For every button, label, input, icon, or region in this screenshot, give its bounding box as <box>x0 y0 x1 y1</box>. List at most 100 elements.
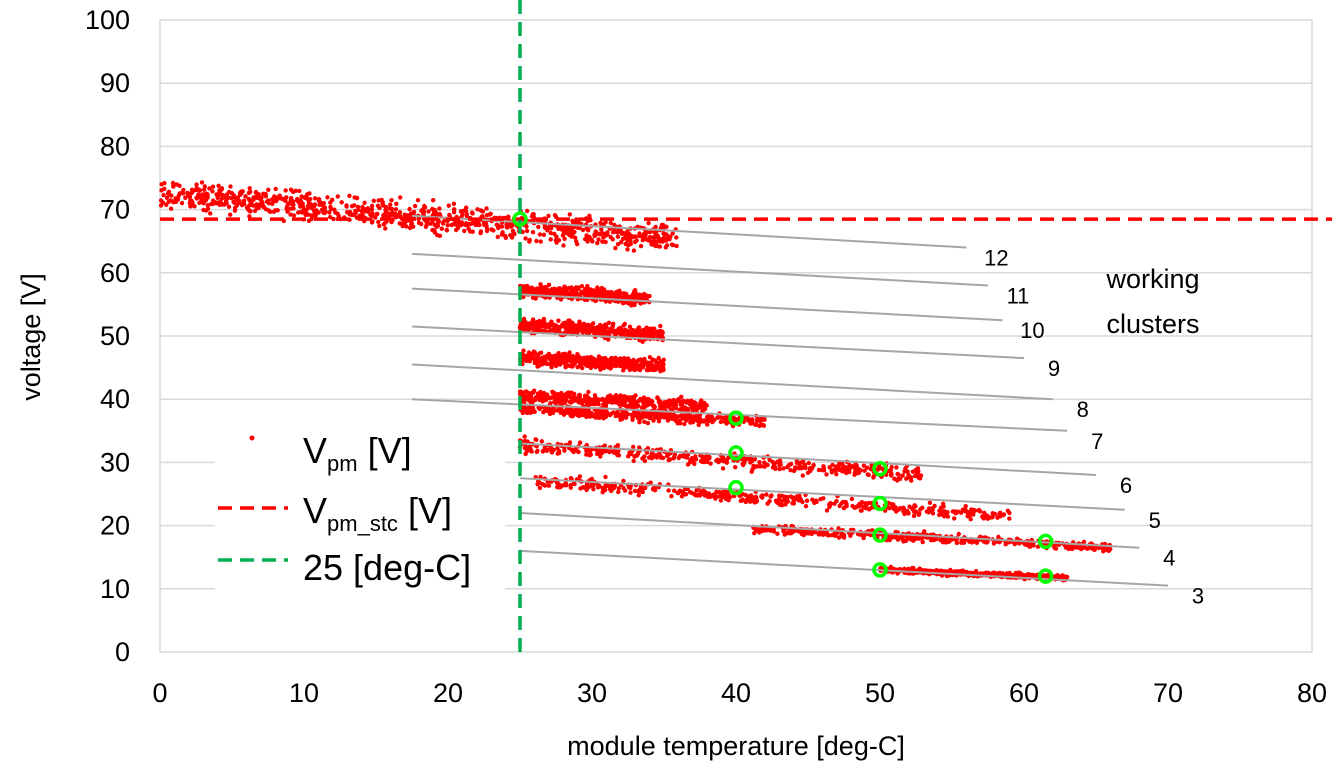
data-point <box>858 508 864 513</box>
data-point <box>247 198 253 203</box>
data-point <box>253 189 259 195</box>
data-point <box>829 470 835 475</box>
data-point <box>569 289 574 294</box>
data-point <box>592 232 597 237</box>
y-tick-label: 10 <box>100 574 130 604</box>
data-point <box>621 323 626 328</box>
data-point <box>410 211 416 216</box>
data-point <box>560 357 566 363</box>
data-point <box>548 237 553 242</box>
data-point <box>596 237 601 242</box>
data-point <box>760 495 765 500</box>
data-point <box>546 483 552 488</box>
data-point <box>523 236 528 241</box>
data-point <box>586 412 591 417</box>
data-point <box>916 512 921 517</box>
data-point <box>777 493 782 498</box>
data-point <box>660 455 666 461</box>
data-point <box>719 494 725 499</box>
data-point <box>309 216 314 222</box>
data-point <box>541 318 546 323</box>
data-point <box>576 393 582 398</box>
data-point <box>557 355 562 360</box>
data-point <box>575 352 580 357</box>
data-point <box>641 397 646 403</box>
data-point <box>389 206 395 212</box>
data-point <box>821 464 826 469</box>
data-point <box>828 501 833 506</box>
y-tick-label: 90 <box>100 68 130 98</box>
data-point <box>521 348 526 353</box>
data-point <box>718 498 724 503</box>
data-point <box>625 328 631 334</box>
data-point <box>164 202 169 207</box>
data-point <box>578 321 583 327</box>
data-point <box>671 454 677 460</box>
data-point <box>575 397 580 402</box>
data-point <box>595 360 600 366</box>
data-point <box>534 449 539 455</box>
x-tick-label: 40 <box>721 678 751 708</box>
data-point <box>369 203 375 209</box>
data-point <box>307 201 312 206</box>
data-point <box>694 408 699 413</box>
data-point <box>942 509 948 514</box>
y-tick-label: 60 <box>100 258 130 288</box>
data-point <box>524 358 529 363</box>
data-point <box>632 288 638 293</box>
data-point <box>608 234 613 240</box>
data-point <box>466 221 472 227</box>
data-point <box>423 224 429 229</box>
data-point <box>859 500 865 505</box>
data-point <box>551 322 556 327</box>
data-point <box>159 182 164 187</box>
data-point <box>625 404 630 410</box>
data-point <box>162 186 167 191</box>
data-point <box>576 286 581 291</box>
data-point <box>552 327 557 332</box>
data-point <box>376 219 381 225</box>
data-point <box>584 483 590 488</box>
data-point <box>309 213 314 218</box>
data-point <box>806 460 811 466</box>
data-point <box>602 323 607 328</box>
data-point <box>906 510 911 516</box>
data-point <box>659 404 664 409</box>
data-point <box>630 234 636 240</box>
data-point <box>902 469 907 474</box>
data-point <box>841 505 847 511</box>
data-point <box>954 540 960 546</box>
data-point <box>918 507 923 512</box>
data-point <box>158 198 164 203</box>
data-point <box>837 503 842 509</box>
data-point <box>642 235 647 241</box>
data-point <box>720 466 726 471</box>
data-point <box>168 206 174 211</box>
cluster-label-8: 8 <box>1077 397 1089 422</box>
data-point <box>587 323 592 329</box>
data-point <box>785 464 790 470</box>
data-point <box>764 462 769 467</box>
data-point <box>906 566 911 572</box>
data-point <box>599 227 604 232</box>
data-point <box>302 195 308 200</box>
data-point <box>608 411 614 416</box>
data-point <box>916 469 921 474</box>
data-point <box>655 413 661 418</box>
data-point <box>764 492 769 497</box>
legend-label-vpm: Vpm [V] <box>303 430 412 476</box>
data-point <box>955 509 961 514</box>
data-point <box>904 476 909 481</box>
data-point <box>675 398 681 403</box>
data-point <box>601 363 606 368</box>
data-point <box>630 415 635 420</box>
data-point <box>369 207 375 212</box>
data-point <box>850 503 855 509</box>
data-point <box>753 464 758 469</box>
data-point <box>652 488 658 493</box>
data-point <box>862 468 867 473</box>
data-point <box>620 416 625 421</box>
data-point <box>278 196 283 201</box>
data-point <box>841 535 847 540</box>
data-point <box>637 367 643 373</box>
